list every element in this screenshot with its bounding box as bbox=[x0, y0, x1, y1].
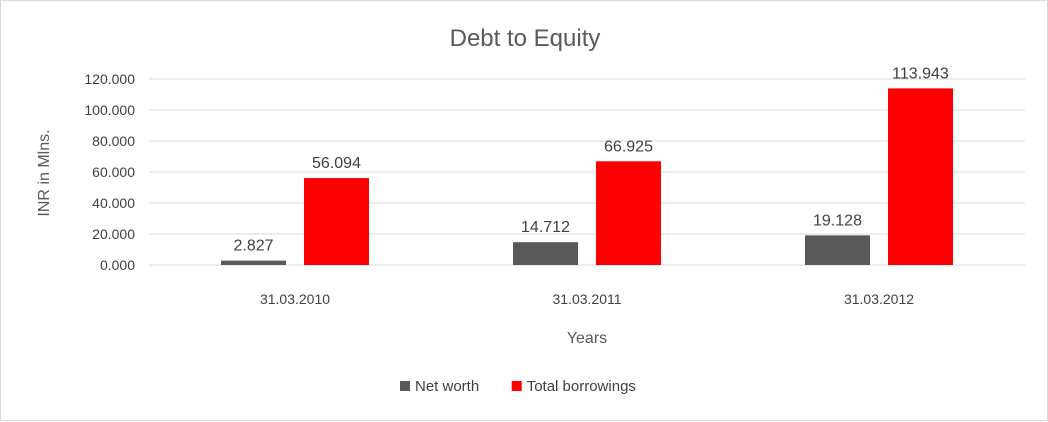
legend: Net worth Total borrowings bbox=[400, 378, 636, 395]
data-label: 2.827 bbox=[233, 238, 273, 255]
y-tick-label: 60.000 bbox=[92, 164, 135, 180]
y-tick-label: 120.000 bbox=[84, 71, 135, 87]
x-tick-label: 31.03.2012 bbox=[844, 291, 914, 307]
gridlines bbox=[149, 78, 1025, 266]
x-tick-label: 31.03.2010 bbox=[260, 291, 330, 307]
y-tick-label: 40.000 bbox=[92, 195, 135, 211]
y-axis-label: INR in Mlns. bbox=[36, 129, 53, 216]
y-tick-label: 100.000 bbox=[84, 102, 135, 118]
legend-swatch bbox=[511, 381, 522, 391]
legend-entry: Net worth bbox=[415, 378, 479, 395]
data-label: 56.094 bbox=[312, 155, 361, 172]
y-axis-ticks: 0.000 20.000 40.000 60.000 80.000 100.000 120.… bbox=[84, 71, 135, 273]
x-tick-label: 31.03.2011 bbox=[552, 291, 621, 307]
bars bbox=[221, 88, 953, 265]
data-label: 66.925 bbox=[604, 138, 653, 155]
y-tick-label: 0.000 bbox=[100, 257, 135, 273]
bar bbox=[596, 161, 661, 265]
legend-entry: Total borrowings bbox=[527, 378, 636, 395]
data-label: 19.128 bbox=[813, 212, 862, 229]
bar bbox=[221, 260, 286, 265]
y-tick-label: 20.000 bbox=[92, 226, 135, 242]
chart-title: Debt to Equity bbox=[450, 25, 601, 52]
x-axis-label: Years bbox=[567, 330, 607, 347]
data-label: 14.712 bbox=[521, 219, 570, 236]
bar bbox=[513, 242, 578, 265]
bar bbox=[805, 235, 870, 265]
data-label: 113.943 bbox=[892, 65, 949, 82]
bar bbox=[304, 178, 369, 265]
bar bbox=[888, 88, 953, 265]
y-tick-label: 80.000 bbox=[92, 133, 135, 149]
legend-swatch bbox=[400, 381, 410, 391]
data-labels: 2.827 56.094 14.712 66.925 19.128 113.943 bbox=[233, 65, 948, 254]
x-axis-ticks: 31.03.2010 31.03.2011 31.03.2012 bbox=[260, 291, 914, 307]
